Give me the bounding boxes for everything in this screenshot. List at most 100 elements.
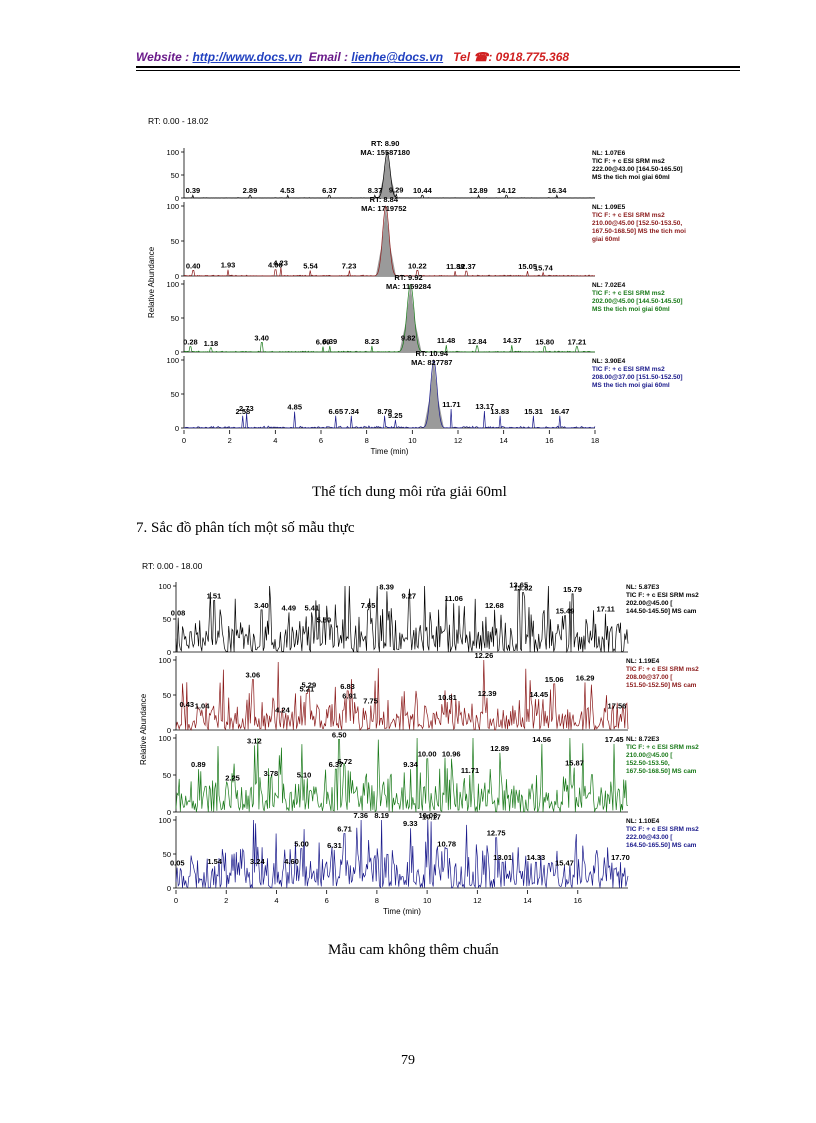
- email-link[interactable]: lienhe@docs.vn: [351, 50, 444, 64]
- retention-time-label: 4.00: [268, 261, 283, 270]
- series-line: [175, 737, 629, 813]
- retention-time-label: 5.00: [294, 840, 309, 849]
- website-link[interactable]: http://www.docs.vn: [192, 50, 303, 64]
- y-tick-label: 50: [171, 390, 179, 399]
- retention-time-label: 6.83: [340, 682, 355, 691]
- retention-time-label: 12.75: [487, 829, 506, 838]
- retention-time-label: 3.24: [250, 857, 265, 866]
- retention-time-label: 0.28: [183, 338, 198, 347]
- retention-time-label: 15.05: [518, 262, 537, 271]
- rt-range-label: RT: 0.00 - 18.00: [142, 561, 203, 571]
- retention-time-label: 8.23: [365, 337, 380, 346]
- header-rule-thick: [136, 66, 740, 68]
- peak-label: MA: 827787: [411, 358, 452, 367]
- y-tick-label: 0: [167, 648, 171, 657]
- retention-time-label: 13.65: [509, 580, 528, 589]
- x-tick-label: 2: [228, 436, 232, 445]
- x-tick-label: 6: [319, 436, 323, 445]
- x-tick-label: 18: [591, 436, 599, 445]
- x-tick-label: 12: [473, 896, 481, 905]
- retention-time-label: 12.89: [469, 186, 488, 195]
- retention-time-label: 10.81: [438, 693, 457, 702]
- trace-info-line: NL: 7.02E4: [592, 282, 626, 289]
- integrated-peak-area: [375, 206, 396, 276]
- trace-info-line: TIC F: + c ESI SRM ms2: [592, 158, 665, 165]
- retention-time-label: 10.03: [418, 811, 437, 820]
- retention-time-label: 16.29: [576, 673, 595, 682]
- trace-info-line: TIC F: + c ESI SRM ms2: [592, 366, 665, 373]
- retention-time-label: 2.73: [239, 404, 254, 413]
- y-tick-label: 50: [163, 771, 171, 780]
- retention-time-label: 12.89: [490, 744, 509, 753]
- trace-info-line: NL: 1.09E5: [592, 204, 626, 211]
- x-tick-label: 10: [408, 436, 416, 445]
- trace-info-line: MS the tich moi giai 60ml: [592, 174, 670, 181]
- retention-time-label: 12.84: [468, 337, 488, 346]
- retention-time-label: 10.44: [413, 186, 433, 195]
- email-label: Email: [308, 50, 341, 64]
- series-line: [175, 819, 629, 889]
- retention-time-label: 13.83: [490, 407, 509, 416]
- retention-time-label: 0.08: [171, 609, 186, 618]
- retention-time-label: 10.00: [418, 750, 437, 759]
- retention-time-label: 10.22: [408, 261, 427, 270]
- y-tick-label: 100: [166, 280, 179, 289]
- y-tick-label: 0: [175, 272, 179, 281]
- section-title: 7. Sắc đồ phân tích một số mẫu thực: [136, 520, 355, 536]
- series-panel-1: 0 50 100 0.08 1.51 3.40 4.49 5.41 5.89 7.65 8.39 9.…: [158, 580, 699, 657]
- retention-time-label: 12.68: [485, 601, 504, 610]
- retention-time-label: 8.19: [374, 811, 389, 820]
- x-tick-label: 0: [174, 896, 178, 905]
- trace-info-line: TIC F: + c ESI SRM ms2: [626, 666, 699, 673]
- y-tick-label: 50: [163, 615, 171, 624]
- x-tick-label: 4: [273, 436, 277, 445]
- retention-time-label: 9.27: [401, 592, 416, 601]
- retention-time-label: 14.12: [497, 186, 516, 195]
- trace-info-line: 210.00@45.00 [: [626, 752, 673, 759]
- retention-time-label: 11.48: [437, 336, 455, 345]
- retention-time-label: 16.47: [551, 407, 570, 416]
- retention-time-label: 3.06: [246, 671, 261, 680]
- retention-time-label: 14.56: [532, 735, 551, 744]
- retention-time-label: 3.12: [247, 736, 262, 745]
- peak-label: MA: 15587180: [360, 148, 410, 157]
- x-tick-label: 10: [423, 896, 431, 905]
- retention-time-label: 10.17: [422, 812, 441, 821]
- x-tick-label: 16: [574, 896, 582, 905]
- retention-time-label: 1.93: [221, 261, 236, 270]
- trace-info-line: NL: 8.72E3: [626, 736, 660, 743]
- peak-label: RT: 10.94: [416, 349, 449, 358]
- trace-info-line: TIC F: + c ESI SRM ms2: [626, 826, 699, 833]
- x-tick-label: 12: [454, 436, 462, 445]
- retention-time-label: 6.50: [332, 730, 347, 739]
- website-label: Website :: [136, 50, 193, 64]
- y-tick-label: 100: [166, 202, 179, 211]
- retention-time-label: 0.89: [191, 760, 206, 769]
- retention-time-label: 14.37: [503, 336, 522, 345]
- retention-time-label: 0.40: [186, 261, 201, 270]
- y-tick-label: 50: [163, 691, 171, 700]
- retention-time-label: 6.37: [322, 186, 337, 195]
- retention-time-label: 8.39: [379, 582, 394, 591]
- retention-time-label: 3.78: [264, 769, 279, 778]
- trace-info-line: MS the tich moi giai 60ml: [592, 306, 670, 313]
- retention-time-label: 0.43: [179, 700, 194, 709]
- retention-time-label: 9.34: [403, 760, 418, 769]
- retention-time-label: 7.65: [361, 601, 376, 610]
- retention-time-label: 3.40: [254, 333, 269, 342]
- series-line: [175, 659, 629, 731]
- retention-time-label: 4.24: [275, 706, 290, 715]
- x-tick-label: 16: [545, 436, 553, 445]
- retention-time-label: 7.34: [344, 407, 359, 416]
- series-line: [183, 359, 596, 429]
- retention-time-label: 6.91: [342, 692, 357, 701]
- x-tick-label: 8: [375, 896, 379, 905]
- trace-info-line: 151.50-152.50] MS cam: [626, 682, 697, 689]
- rt-range-label: RT: 0.00 - 18.02: [148, 116, 209, 126]
- trace-info-line: 208.00@37.00 [151.50-152.50]: [592, 374, 683, 381]
- trace-info-line: TIC F: + c ESI SRM ms2: [626, 744, 699, 751]
- peak-label: MA: 1159284: [386, 282, 432, 291]
- retention-time-label: 9.25: [388, 411, 403, 420]
